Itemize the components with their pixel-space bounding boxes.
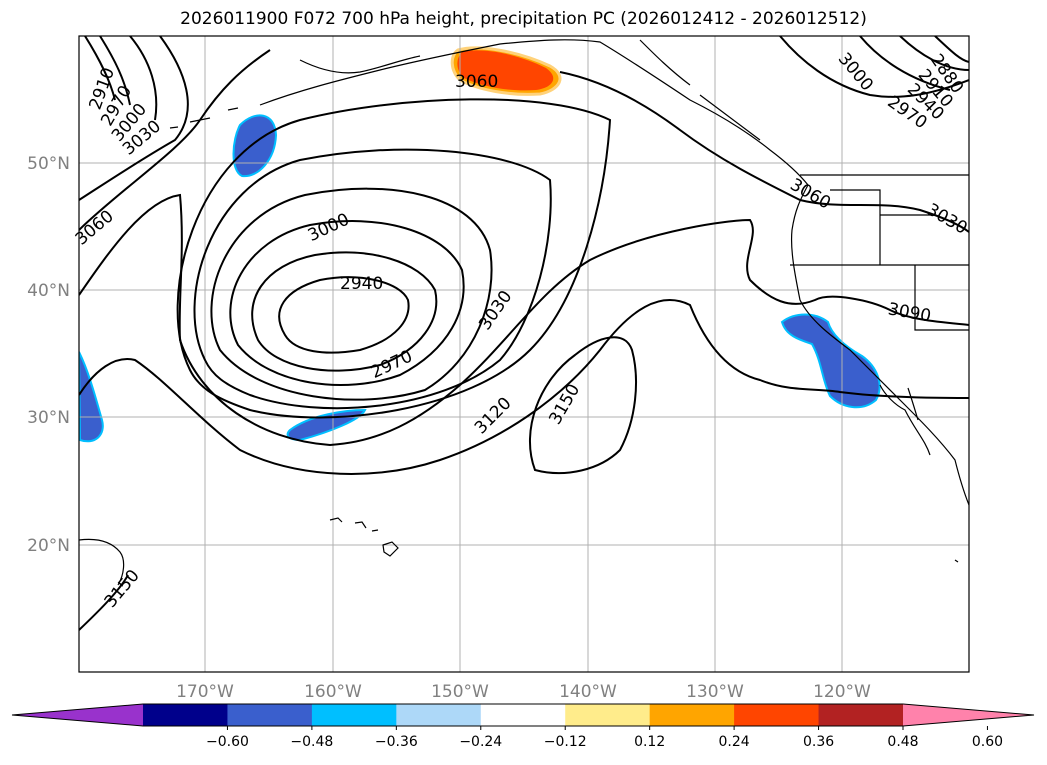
colorbar-tick-label: −0.48 <box>290 734 333 750</box>
lat-label-40n: 40°N <box>27 281 70 301</box>
contour-label: 3030 <box>923 200 970 239</box>
lon-label-130w: 130°W <box>686 682 744 702</box>
colorbar-extend-low <box>12 704 143 726</box>
contour-label: 3000 <box>834 49 877 95</box>
contour-label: 3000 <box>305 210 353 246</box>
lon-label-120w: 120°W <box>813 682 871 702</box>
graticule <box>79 36 969 672</box>
lon-label-160w: 160°W <box>304 682 362 702</box>
colorbar: −0.60 −0.48 −0.36 −0.24 −0.12 0.12 0.24 0.36 0.4… <box>11 703 1035 750</box>
coastlines <box>79 39 969 586</box>
lon-label-150w: 150°W <box>431 682 489 702</box>
colorbar-bin <box>143 704 228 726</box>
colorbar-tick-label: −0.36 <box>375 734 418 750</box>
colorbar-tick-label: −0.60 <box>206 734 249 750</box>
contour-label: 3090 <box>886 299 932 326</box>
longitude-labels: 170°W 160°W 150°W 140°W 130°W 120°W <box>176 682 871 702</box>
contour-label: 2940 <box>340 274 383 294</box>
colorbar-bin <box>565 704 651 726</box>
lat-label-50n: 50°N <box>27 154 70 174</box>
colorbar-extend-high <box>903 704 1034 726</box>
colorbar-tick-label: 0.12 <box>634 734 665 750</box>
colorbar-bin <box>311 704 397 726</box>
map-title: 2026011900 F072 700 hPa height, precipit… <box>180 9 867 29</box>
colorbar-tick-label: 0.36 <box>803 734 834 750</box>
contour-label: 3060 <box>787 175 834 214</box>
lon-label-170w: 170°W <box>176 682 234 702</box>
colorbar-tick-label: 0.60 <box>972 734 1003 750</box>
colorbar-tick-label: −0.24 <box>459 734 502 750</box>
contour-label: 3150 <box>101 566 144 612</box>
contour-label: 3060 <box>455 72 498 92</box>
lon-label-140w: 140°W <box>559 682 617 702</box>
colorbar-tick-label: 0.48 <box>887 734 918 750</box>
colorbar-bin <box>649 704 735 726</box>
height-contours <box>79 36 969 631</box>
colorbar-bin <box>227 704 313 726</box>
contour-label: 3030 <box>475 287 516 334</box>
colorbar-bin <box>818 704 904 726</box>
precip-negative-bering <box>232 114 278 178</box>
colorbar-bin <box>480 704 566 726</box>
contour-labels: 2910 2970 3000 3030 3060 2940 3000 3030 … <box>72 49 971 612</box>
lat-label-20n: 20°N <box>27 536 70 556</box>
colorbar-bin <box>396 704 482 726</box>
colorbar-tick-label: 0.24 <box>719 734 750 750</box>
colorbar-bin <box>734 704 820 726</box>
colorbar-outline <box>11 703 1035 727</box>
contour-label: 3120 <box>471 394 516 439</box>
map-frame <box>78 35 970 673</box>
precip-negative-subtropical <box>286 408 367 442</box>
precip-negative-california <box>780 313 881 409</box>
colorbar-tick-label: −0.12 <box>544 734 587 750</box>
lat-label-30n: 30°N <box>27 408 70 428</box>
latitude-labels: 50°N 40°N 30°N 20°N <box>27 154 70 556</box>
precip-negative-west-edge <box>79 351 104 443</box>
contour-label: 3150 <box>545 381 584 428</box>
